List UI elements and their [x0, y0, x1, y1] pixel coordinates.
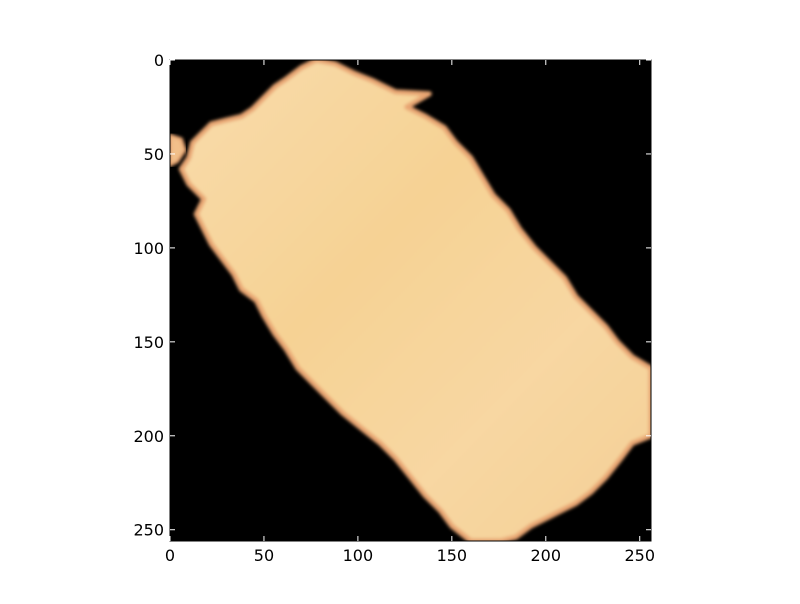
y-tick-label: 250: [133, 521, 164, 540]
x-tick-label: 250: [624, 546, 655, 565]
y-tick-label: 100: [133, 239, 164, 258]
x-tick-label: 150: [437, 546, 468, 565]
y-axis: 0 50 100 150 200 250: [133, 51, 651, 540]
y-tick-label: 0: [154, 51, 164, 70]
x-tick-label: 100: [343, 546, 374, 565]
x-tick-label: 0: [165, 546, 175, 565]
x-tick-label: 50: [254, 546, 274, 565]
plot-frame: [169, 59, 652, 542]
x-tick-label: 200: [531, 546, 562, 565]
y-tick-label: 150: [133, 333, 164, 352]
y-tick-label: 50: [144, 145, 164, 164]
y-tick-label: 200: [133, 427, 164, 446]
mask-shape: [178, 60, 651, 541]
mask-blob: [170, 133, 187, 167]
x-axis: 0 50 100 150 200 250: [165, 60, 655, 565]
